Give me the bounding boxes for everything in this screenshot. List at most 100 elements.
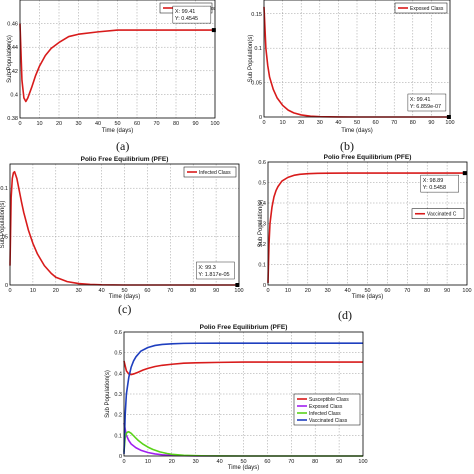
chart-c-xtick-label: 40: [99, 288, 105, 294]
chart-c-grid: [10, 164, 239, 285]
chart-e-xtick-label: 70: [288, 459, 294, 465]
chart-e-xlabel: Time (days): [228, 465, 259, 471]
chart-a-datatip-x: X: 99.41: [175, 9, 196, 15]
chart-b-xtick-label: 20: [298, 120, 304, 126]
chart-e-xtick-label: 40: [217, 459, 223, 465]
chart-b-xtick-label: 80: [410, 120, 416, 126]
chart-d-ytick-label: 0.4: [258, 201, 266, 207]
chart-e-xtick-label: 90: [336, 459, 342, 465]
chart-e-xtick-label: 30: [193, 459, 199, 465]
chart-c-xtick-label: 0: [8, 288, 11, 294]
chart-d-datatip-box: [420, 174, 459, 193]
chart-d-legend: Vaccinated C: [411, 208, 465, 219]
chart-b-xlabel: Time (days): [341, 128, 372, 134]
chart-e-legend-entry: Susceptible Class: [309, 397, 349, 403]
chart-e-ylabel: Sub Population(s): [105, 370, 111, 418]
chart-b-datatip-y: Y: 6.859e-07: [410, 104, 441, 110]
chart-b-xtick-label: 90: [428, 120, 434, 126]
chart-c-datatip-box: [196, 261, 235, 280]
chart-c-ytick-label: 0.05: [0, 235, 8, 241]
chart-a-series-0: [19, 23, 215, 103]
chart-e-xtick-label: 20: [169, 459, 175, 465]
chart-d-xtick-label: 70: [404, 288, 410, 294]
chart-a-xtick-label: 100: [210, 121, 219, 127]
chart-c-datatip-x: X: 99.3: [198, 265, 215, 271]
chart-e-ytick-label: 0.3: [114, 392, 122, 398]
chart-d-ytick-label: 0: [263, 283, 266, 289]
chart-b-xtick-label: 70: [391, 120, 397, 126]
chart-c-ytick-label: 0: [5, 283, 8, 289]
chart-c-xtick-label: 80: [190, 288, 196, 294]
chart-a-xtick-label: 80: [173, 121, 179, 127]
chart-c-datatip: X: 99.3Y: 1.817e-05: [196, 261, 235, 280]
chart-e-ytick-label: 0: [119, 454, 122, 460]
chart-a-xtick-label: 70: [153, 121, 159, 127]
chart-e-ytick-label: 0.5: [114, 351, 122, 357]
chart-b-datatip: X: 99.41Y: 6.859e-07: [407, 93, 447, 112]
chart-e-grid: [124, 332, 363, 456]
chart-e-ytick-label: 0.2: [114, 413, 122, 419]
chart-e-legend-entry: Vaccinated Class: [309, 418, 348, 424]
chart-a-xtick-label: 90: [192, 121, 198, 127]
chart-a-ytick-label: 0.4: [10, 92, 18, 98]
chart-a-xlabel: Time (days): [102, 128, 133, 134]
chart-e-axes-frame: [123, 331, 364, 457]
chart-b-datatip-marker: [446, 115, 451, 119]
chart-d-title: Polio Free Equilibrium (PFE): [324, 154, 412, 161]
chart-c-xtick-label: 60: [144, 288, 150, 294]
chart-d-grid: [268, 162, 467, 285]
chart-d-ytick-label: 0.5: [258, 181, 266, 187]
chart-c-legend-box: [183, 166, 237, 178]
chart-b-xtick-label: 0: [262, 120, 265, 126]
chart-c-xtick-label: 20: [53, 288, 59, 294]
chart-d-xtick-label: 0: [266, 288, 269, 294]
chart-e-ytick-label: 0.4: [114, 371, 122, 377]
chart-d-datatip-x: X: 98.89: [423, 178, 444, 184]
chart-d-xtick-label: 60: [384, 288, 390, 294]
chart-e-ytick-label: 0.6: [114, 330, 122, 336]
chart-a-ytick-label: 0.42: [7, 69, 18, 75]
chart-c-xlabel: Time (days): [109, 294, 140, 300]
chart-b-ytick-label: 0.15: [251, 12, 262, 18]
chart-c-xtick-label: 90: [213, 288, 219, 294]
chart-c-xtick-label: 50: [121, 288, 127, 294]
chart-c-datatip-y: Y: 1.817e-05: [198, 272, 229, 278]
chart-a-datatip: X: 99.41Y: 0.4545: [172, 5, 212, 24]
chart-d-ytick-label: 0.6: [258, 160, 266, 166]
chart-e-title: Polio Free Equilibrium (PFE): [200, 324, 288, 331]
chart-b-legend: Exposed Class: [394, 2, 448, 14]
chart-d-datatip-y: Y: 0.5458: [423, 185, 446, 191]
chart-b-xtick-label: 100: [445, 120, 454, 126]
chart-c-title: Polio Free Equilibrium (PFE): [81, 156, 169, 163]
chart-e-xtick-label: 0: [122, 459, 125, 465]
chart-a-xtick-label: 30: [75, 121, 81, 127]
chart-e-series-3: [123, 342, 363, 454]
chart-d: 0 10 20 30 40 50 60 70 80 90 100 0 0.1 0.2 0.3 0.4 0.5 0.…: [258, 154, 472, 300]
chart-b-ytick-label: 0: [259, 115, 262, 121]
chart-a-xtick-label: 10: [36, 121, 42, 127]
chart-c-ytick-label: 0.1: [0, 186, 8, 192]
chart-b-ytick-label: 0.05: [251, 81, 262, 87]
caption-b: (b): [340, 139, 354, 153]
chart-a-ytick-label: 0.46: [7, 22, 18, 28]
chart-d-datatip: X: 98.89Y: 0.5458: [420, 174, 459, 193]
chart-e-xtick-label: 100: [358, 459, 367, 465]
chart-d-xlabel: Time (days): [352, 294, 383, 300]
chart-d-datatip-marker: [462, 171, 467, 176]
chart-c-datatip-marker: [235, 283, 240, 287]
chart-d-xtick-label: 30: [325, 288, 331, 294]
chart-b-legend-box: [394, 2, 448, 14]
chart-d-xtick-label: 10: [285, 288, 291, 294]
chart-a-xtick-label: 20: [56, 121, 62, 127]
chart-b-xtick-label: 40: [335, 120, 341, 126]
chart-a-datatip-marker: [211, 28, 216, 33]
chart-a-xtick-label: 0: [18, 121, 21, 127]
chart-d-ytick-label: 0.3: [258, 222, 266, 228]
chart-d-ylabel: Sub Population(s): [258, 200, 264, 248]
chart-e-legend-entry: Exposed Class: [309, 404, 343, 410]
chart-b-datatip-box: [407, 93, 447, 112]
chart-b-xtick-label: 10: [280, 120, 286, 126]
chart-b-ytick-label: 0.1: [254, 46, 262, 52]
chart-d-axes-frame: [267, 161, 468, 286]
